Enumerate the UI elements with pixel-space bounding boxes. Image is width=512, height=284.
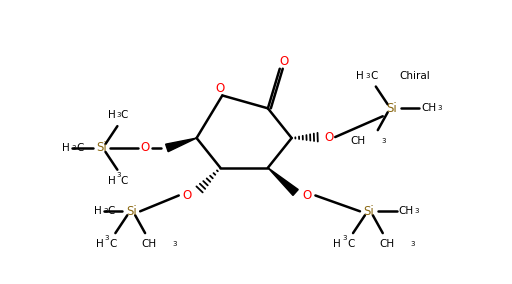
Text: 3: 3 [414, 208, 419, 214]
Text: H: H [108, 176, 115, 186]
Text: Si: Si [386, 102, 397, 115]
Text: C: C [120, 110, 127, 120]
Text: CH: CH [421, 103, 437, 113]
Text: 3: 3 [382, 138, 386, 144]
Text: O: O [140, 141, 150, 154]
Text: C: C [120, 176, 127, 186]
Text: CH: CH [142, 239, 157, 249]
Text: 3: 3 [72, 145, 76, 151]
Text: CH: CH [379, 239, 395, 249]
Text: 3: 3 [411, 241, 415, 247]
Text: Chiral: Chiral [399, 71, 430, 81]
Text: 3: 3 [173, 241, 177, 247]
Text: C: C [108, 206, 115, 216]
Text: H: H [62, 143, 70, 153]
Text: 3: 3 [116, 112, 121, 118]
Polygon shape [165, 138, 197, 152]
Text: O: O [279, 55, 288, 68]
Text: C: C [347, 239, 354, 249]
Text: H: H [94, 206, 101, 216]
Text: C: C [110, 239, 117, 249]
Text: Si: Si [126, 205, 137, 218]
Text: H: H [96, 239, 103, 249]
Text: O: O [216, 82, 225, 95]
Polygon shape [268, 168, 298, 195]
Text: C: C [77, 143, 84, 153]
Text: 3: 3 [103, 208, 108, 214]
Text: 3: 3 [116, 172, 121, 178]
Text: Si: Si [96, 141, 107, 154]
Text: O: O [182, 189, 191, 202]
Text: CH: CH [398, 206, 414, 216]
Text: Si: Si [364, 205, 374, 218]
Text: 3: 3 [342, 235, 347, 241]
Text: CH: CH [351, 136, 366, 146]
Text: H: H [333, 239, 341, 249]
Text: C: C [370, 71, 377, 81]
Text: 3: 3 [365, 73, 370, 79]
Text: H: H [108, 110, 115, 120]
Text: O: O [303, 189, 312, 202]
Text: 3: 3 [104, 235, 109, 241]
Text: O: O [325, 131, 334, 143]
Text: H: H [356, 71, 364, 81]
Text: 3: 3 [437, 105, 442, 111]
